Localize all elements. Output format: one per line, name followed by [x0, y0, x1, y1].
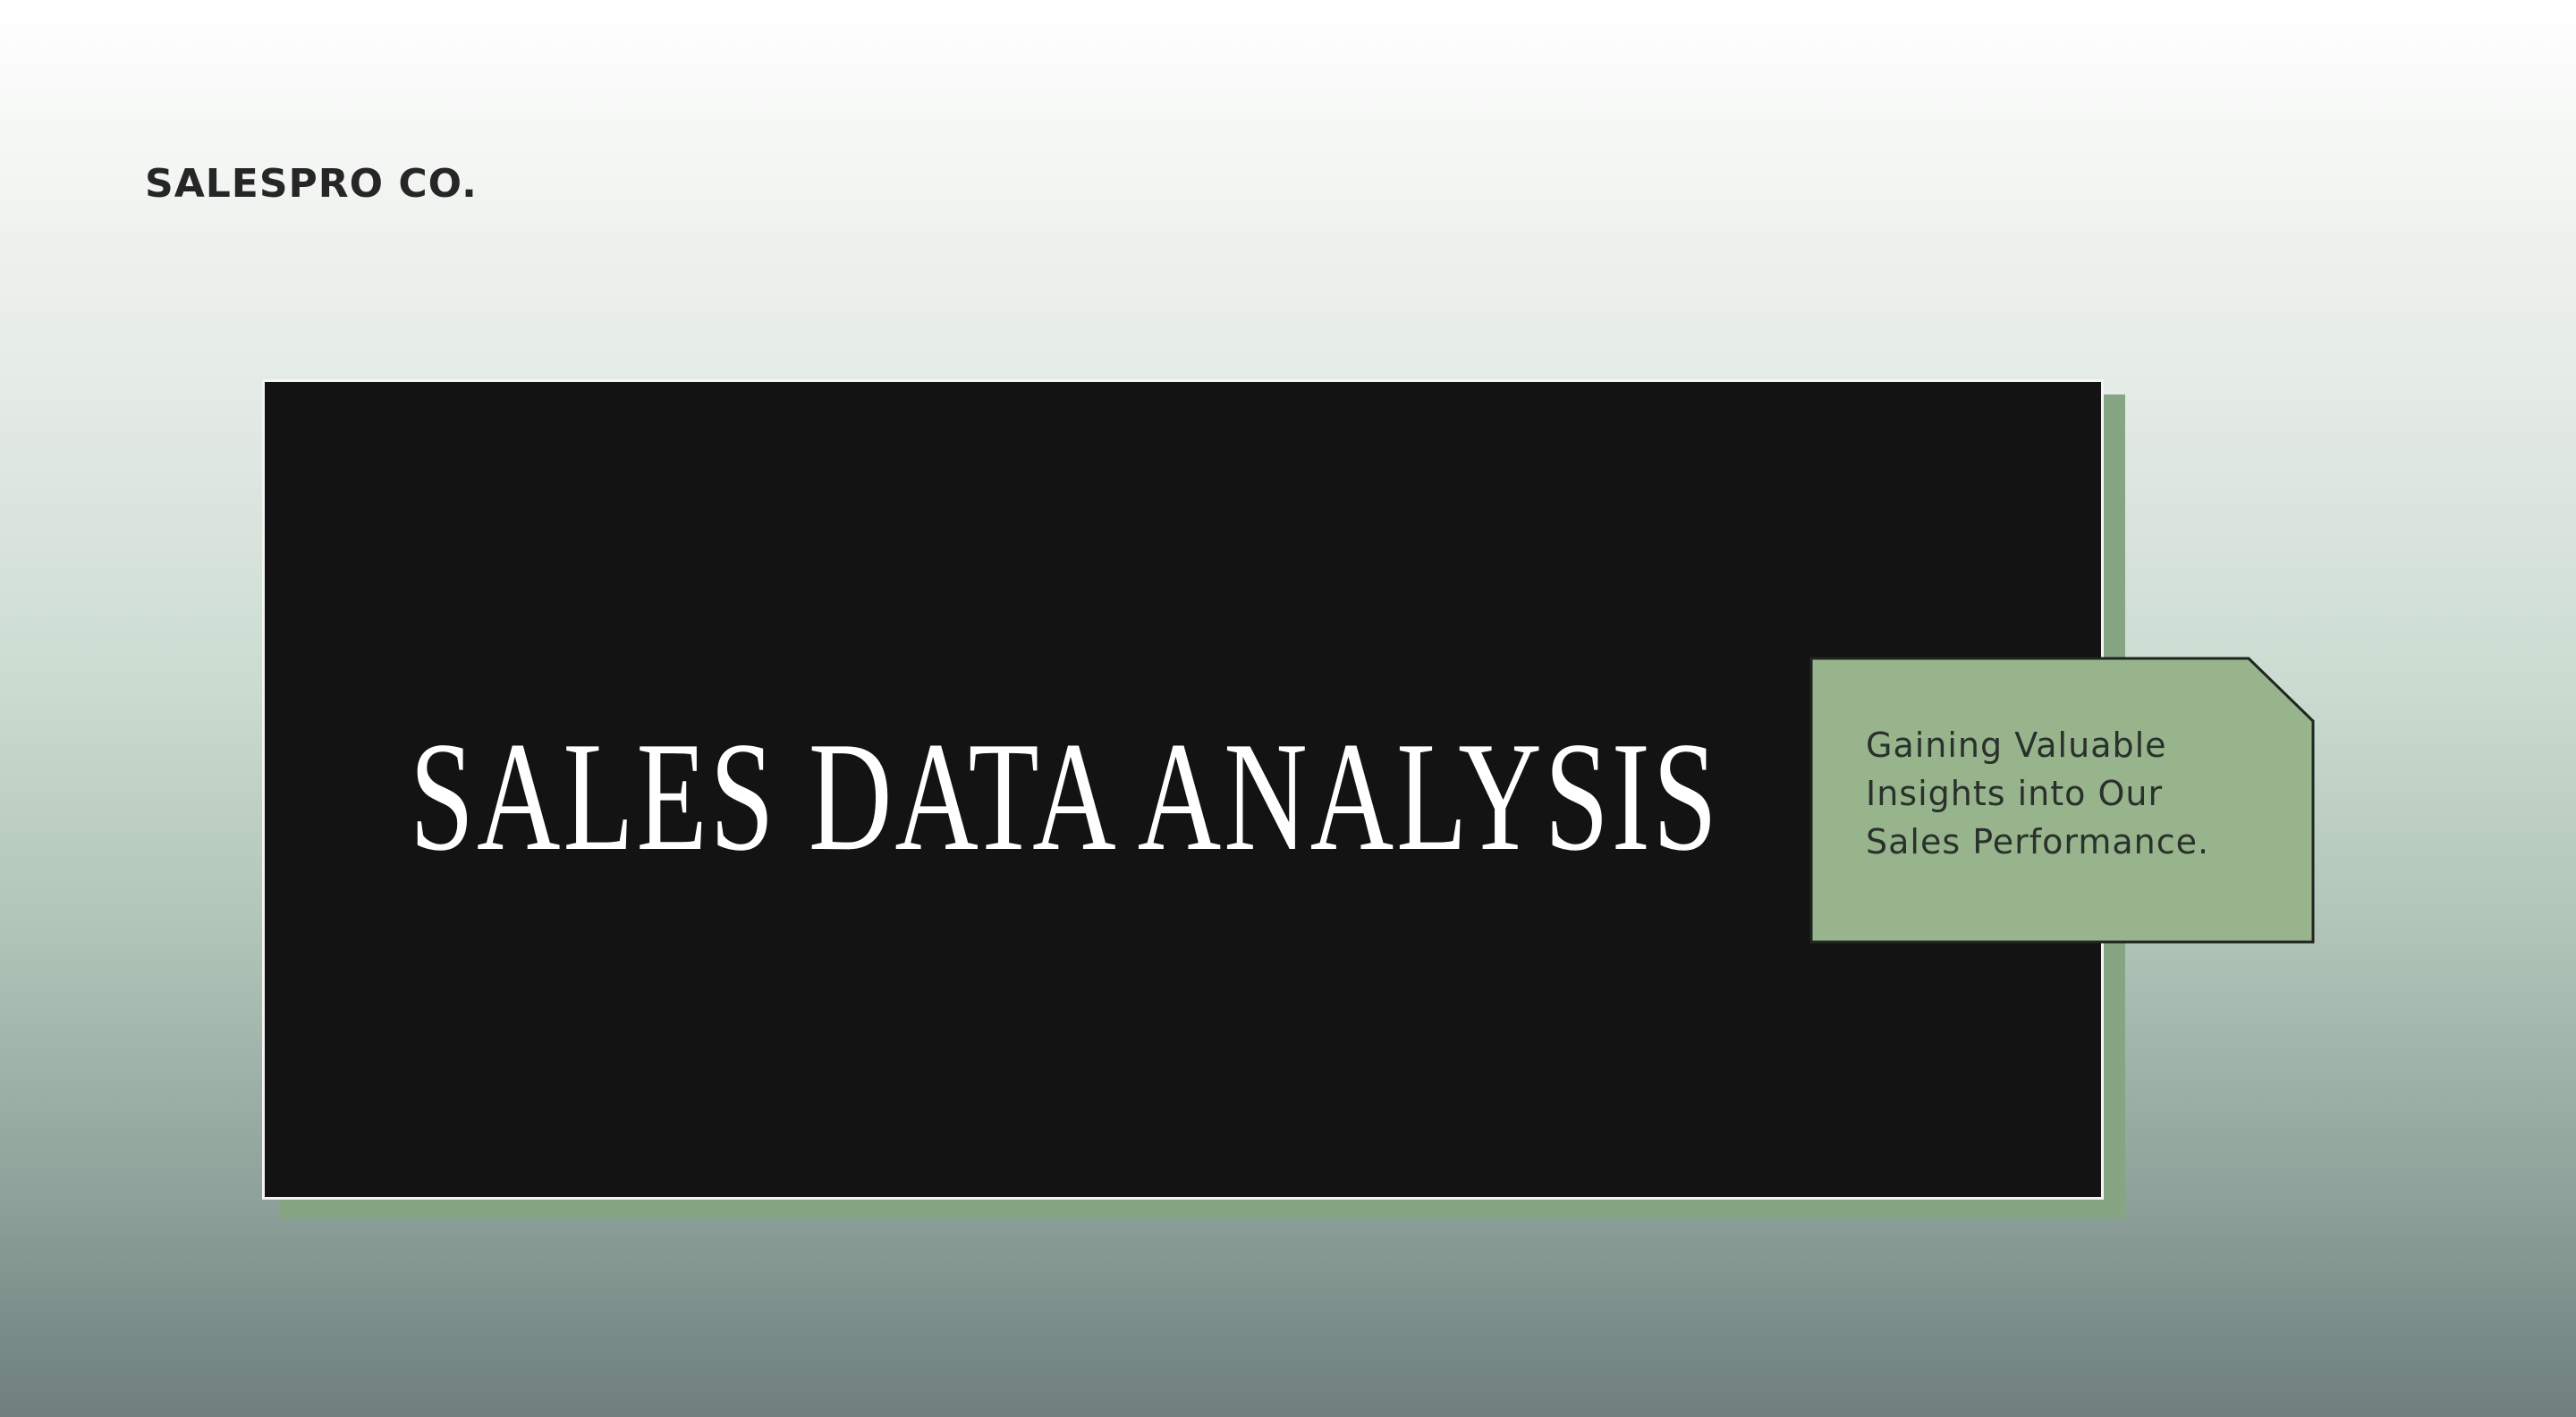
subtitle-line-2: Insights into Our	[1866, 774, 2164, 813]
title-panel	[262, 379, 2104, 1200]
subtitle-callout-shape	[1809, 657, 2315, 944]
slide-title: SALES DATA ANALYSIS	[410, 709, 1720, 883]
subtitle-line-3: Sales Performance.	[1866, 822, 2210, 861]
subtitle-line-1: Gaining Valuable	[1866, 725, 2167, 765]
slide-subtitle: Gaining Valuable Insights into Our Sales…	[1866, 721, 2286, 866]
callout-box	[1809, 657, 2315, 944]
company-logo-text: SALESPRO CO.	[145, 161, 478, 207]
